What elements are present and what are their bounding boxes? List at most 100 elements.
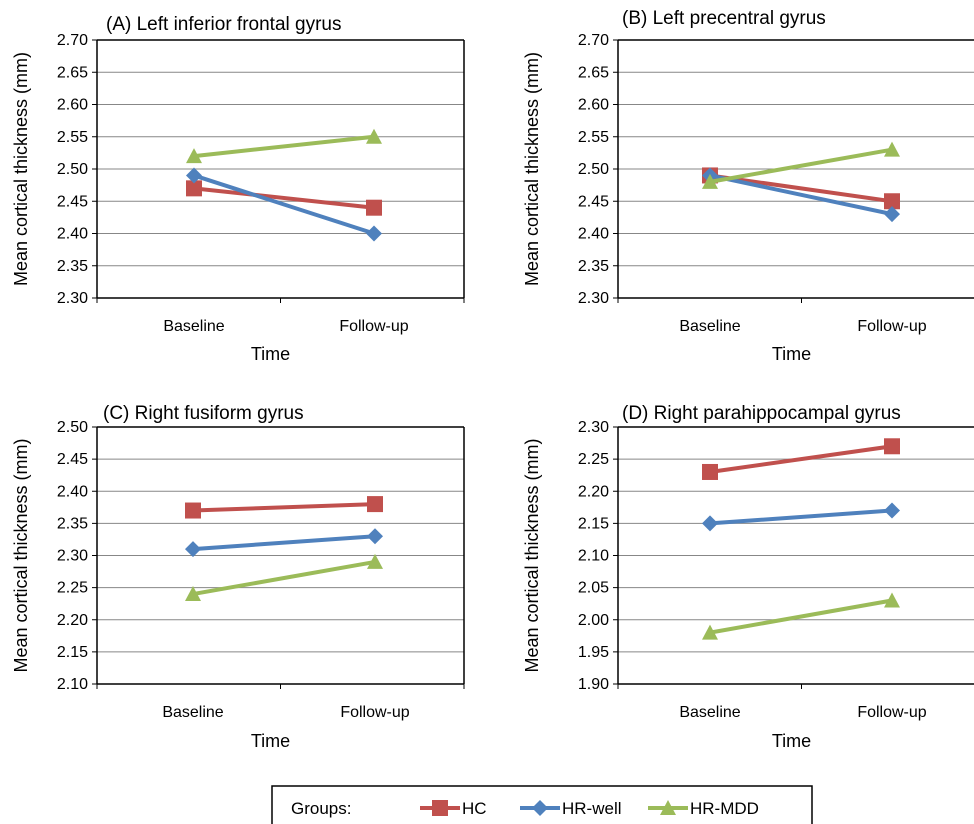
data-point (366, 199, 382, 216)
legend-item-hr-well: HR-well (520, 799, 622, 818)
y-tick-label: 2.20 (578, 483, 609, 500)
legend-label: HR-well (562, 799, 622, 818)
legend-swatch-marker (532, 800, 548, 816)
x-tick-label: Follow-up (339, 318, 408, 335)
series-hr-mdd (186, 128, 382, 164)
x-axis-label: Time (251, 344, 290, 364)
x-tick-label: Baseline (679, 318, 740, 335)
chart-panel-a: 2.30 2.35 2.40 2.45 2.50 2.55 2.60 2.65 2.70 Base… (11, 14, 465, 364)
y-axis-label: Mean cortical thickness (mm) (522, 52, 542, 286)
data-point (884, 438, 900, 455)
x-tick-label: Baseline (163, 318, 224, 335)
x-tick-label: Follow-up (340, 704, 409, 721)
series-line (709, 508, 893, 526)
y-tick-label: 2.70 (57, 32, 88, 49)
data-point (702, 624, 718, 640)
legend-label: HR-MDD (690, 799, 759, 818)
series-line (192, 502, 376, 513)
y-tick-label: 2.70 (578, 32, 609, 49)
y-tick-label: 2.45 (57, 193, 88, 210)
data-point (366, 225, 382, 242)
data-point (884, 193, 900, 210)
y-tick-label: 2.45 (578, 193, 609, 210)
y-tick-label: 2.10 (57, 676, 88, 693)
data-point (186, 180, 202, 197)
y-tick-label: 2.60 (578, 97, 609, 114)
series-hr-well (186, 167, 382, 242)
x-tick-label: Follow-up (857, 704, 926, 721)
y-tick-label: 2.15 (57, 644, 88, 661)
series-line (192, 534, 376, 552)
y-tick-label: 2.05 (578, 580, 609, 597)
y-tick-label: 2.00 (578, 612, 609, 629)
y-tick-label: 2.25 (578, 451, 609, 468)
series-hr-well (185, 528, 383, 558)
x-tick-label: Follow-up (857, 318, 926, 335)
data-point (185, 586, 201, 602)
data-point (367, 528, 383, 545)
y-tick-label: 2.20 (57, 612, 88, 629)
y-tick-label: 2.40 (57, 226, 88, 243)
series-line (193, 134, 375, 159)
y-tick-label: 2.40 (57, 483, 88, 500)
data-point (186, 167, 202, 184)
y-tick-label: 2.60 (57, 97, 88, 114)
y-tick-label: 2.30 (578, 290, 609, 307)
data-point (884, 592, 900, 608)
series-hr-well (702, 502, 900, 532)
chart-title: (D) Right parahippocampal gyrus (622, 403, 901, 424)
y-tick-label: 2.10 (578, 548, 609, 565)
series-line (709, 598, 893, 635)
series-line (192, 559, 376, 597)
chart-panel-d: 1.90 1.95 2.00 2.05 2.10 2.15 2.20 2.25 2.30 Base… (522, 403, 974, 751)
series-hc (186, 180, 382, 216)
y-axis-label: Mean cortical thickness (mm) (522, 438, 542, 672)
legend-heading: Groups: (291, 799, 351, 818)
y-tick-label: 2.65 (57, 64, 88, 81)
x-axis-label: Time (251, 731, 290, 751)
y-tick-label: 2.25 (57, 580, 88, 597)
x-tick-label: Baseline (162, 704, 223, 721)
data-point (702, 463, 718, 480)
data-point (702, 515, 718, 532)
y-tick-label: 2.35 (57, 515, 88, 532)
y-tick-label: 1.90 (578, 676, 609, 693)
chart-title: (C) Right fusiform gyrus (103, 403, 304, 424)
series-line (193, 173, 375, 236)
y-tick-label: 2.30 (578, 419, 609, 436)
data-point (702, 173, 718, 189)
data-point (367, 553, 383, 569)
series-hr-mdd (185, 553, 383, 602)
data-point (186, 148, 202, 164)
y-tick-label: 2.65 (578, 64, 609, 81)
y-axis-label: Mean cortical thickness (mm) (11, 438, 31, 672)
chart-title: (A) Left inferior frontal gyrus (106, 14, 341, 35)
y-tick-label: 2.30 (57, 290, 88, 307)
x-tick-label: Baseline (679, 704, 740, 721)
y-tick-label: 1.95 (578, 644, 609, 661)
data-point (367, 496, 383, 513)
legend: Groups: HC HR-well HR-MDD (271, 785, 813, 824)
series-hr-mdd (702, 141, 900, 189)
legend-item-hr-mdd: HR-MDD (648, 799, 759, 818)
data-point (366, 128, 382, 144)
series-line (709, 173, 893, 217)
y-tick-label: 2.50 (57, 161, 88, 178)
y-tick-label: 2.35 (57, 258, 88, 275)
legend-swatch-marker (660, 800, 676, 815)
y-tick-label: 2.55 (578, 129, 609, 146)
series-line (709, 147, 893, 184)
y-tick-label: 2.35 (578, 258, 609, 275)
series-hc (702, 438, 900, 480)
chart-panel-b: 2.30 2.35 2.40 2.45 2.50 2.55 2.60 2.65 2.70 Base… (522, 8, 974, 364)
series-hr-mdd (702, 592, 900, 640)
data-point (185, 541, 201, 558)
x-axis-label: Time (772, 731, 811, 751)
chart-panel-c: 2.10 2.15 2.20 2.25 2.30 2.35 2.40 2.45 2.50 Base… (11, 403, 465, 751)
y-tick-label: 2.50 (578, 161, 609, 178)
data-point (185, 502, 201, 519)
y-tick-label: 2.50 (57, 419, 88, 436)
x-axis-label: Time (772, 344, 811, 364)
series-line (709, 444, 893, 474)
